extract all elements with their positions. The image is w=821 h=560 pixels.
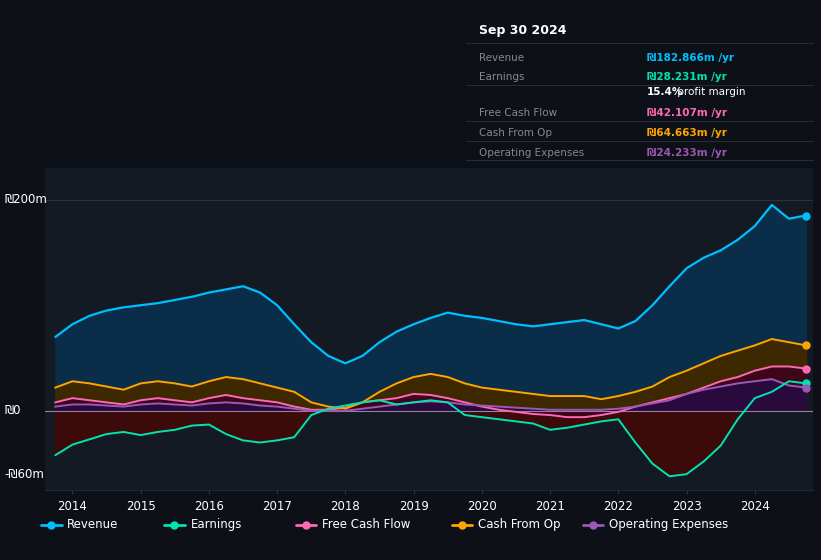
Text: ₪28.231m /yr: ₪28.231m /yr — [646, 72, 727, 82]
Text: Revenue: Revenue — [479, 53, 525, 63]
Text: Earnings: Earnings — [190, 518, 242, 531]
Text: profit margin: profit margin — [674, 87, 745, 97]
Text: ₪200m: ₪200m — [4, 193, 47, 206]
Text: Cash From Op: Cash From Op — [479, 128, 553, 138]
Text: Free Cash Flow: Free Cash Flow — [479, 108, 557, 118]
Text: ₪182.866m /yr: ₪182.866m /yr — [646, 53, 733, 63]
Text: ₪24.233m /yr: ₪24.233m /yr — [646, 148, 727, 158]
Text: Sep 30 2024: Sep 30 2024 — [479, 24, 567, 36]
Text: Cash From Op: Cash From Op — [478, 518, 560, 531]
Text: Operating Expenses: Operating Expenses — [609, 518, 728, 531]
Text: Operating Expenses: Operating Expenses — [479, 148, 585, 158]
Text: ₪42.107m /yr: ₪42.107m /yr — [646, 108, 727, 118]
Text: 15.4%: 15.4% — [646, 87, 683, 97]
Text: ₪64.663m /yr: ₪64.663m /yr — [646, 128, 727, 138]
Text: -₪60m: -₪60m — [4, 468, 44, 480]
Text: ₪0: ₪0 — [4, 404, 21, 417]
Text: Earnings: Earnings — [479, 72, 525, 82]
Text: Free Cash Flow: Free Cash Flow — [322, 518, 410, 531]
Text: Revenue: Revenue — [67, 518, 119, 531]
